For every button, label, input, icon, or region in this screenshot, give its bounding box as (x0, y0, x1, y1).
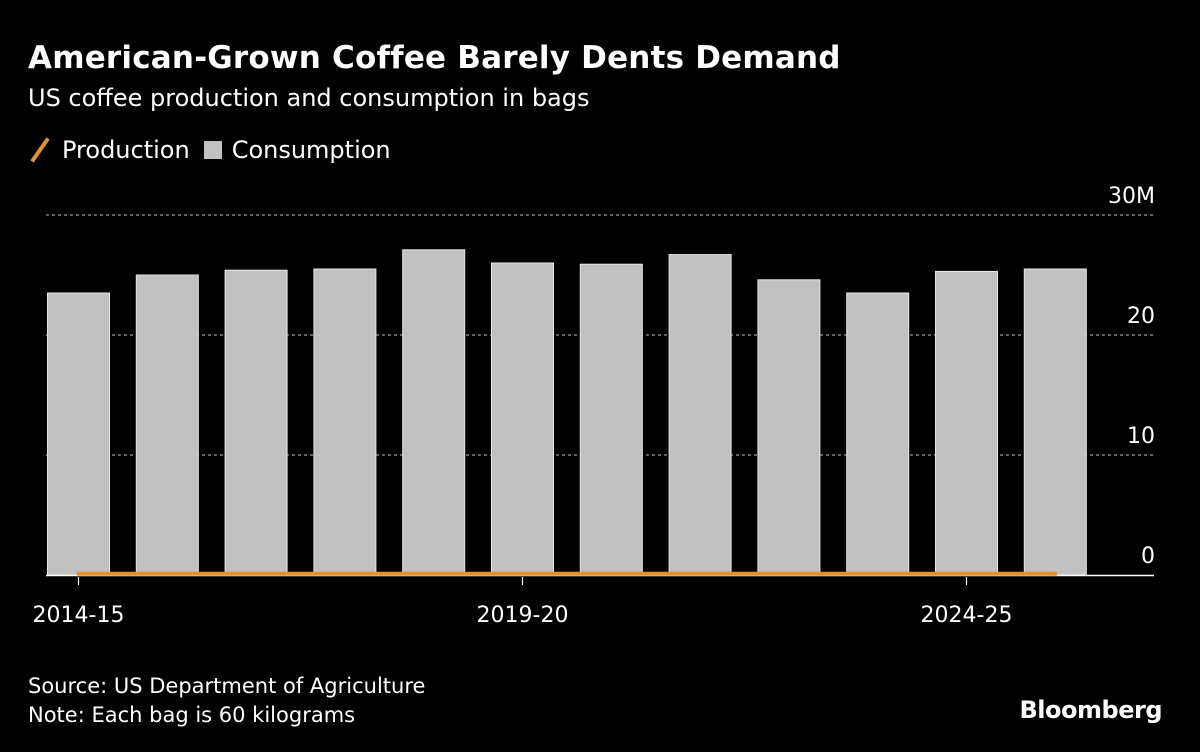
x-tick-label: 2024-25 (921, 603, 1013, 628)
footnote: Note: Each bag is 60 kilograms (28, 703, 356, 727)
bar-consumption (846, 292, 910, 576)
bar-consumption (47, 292, 110, 576)
x-tick-label: 2014-15 (33, 603, 125, 628)
bar-consumption (313, 268, 377, 576)
bar-consumption (757, 279, 821, 576)
bar-consumption (935, 270, 998, 576)
bar-consumption (135, 274, 199, 576)
bar-consumption (579, 263, 643, 576)
chart-subtitle: US coffee production and consumption in … (28, 84, 590, 112)
chart-title: American-Grown Coffee Barely Dents Deman… (28, 40, 841, 76)
source-note: Source: US Department of Agriculture (28, 674, 426, 698)
bar-consumption (1023, 268, 1087, 576)
legend-label-consumption: Consumption (231, 136, 391, 164)
consumption-box-swatch-icon (203, 141, 222, 159)
bar-consumption (668, 254, 732, 576)
legend-label-production: Production (62, 136, 190, 164)
footer: Source: US Department of Agriculture Not… (28, 672, 425, 730)
bar-consumption (224, 269, 288, 576)
legend: Production Consumption (28, 136, 405, 164)
bar-consumption (402, 249, 466, 576)
legend-item-consumption: Consumption (203, 136, 391, 164)
y-tick-label: 20 (1127, 304, 1155, 329)
legend-item-production: Production (28, 136, 190, 164)
y-tick-label: 10 (1127, 424, 1155, 449)
y-tick-label: 0 (1141, 544, 1155, 569)
bloomberg-logo: Bloomberg (1019, 696, 1163, 724)
x-tick-label: 2019-20 (477, 603, 569, 628)
bar-consumption (491, 262, 554, 576)
y-tick-label: 30M (1108, 184, 1155, 209)
